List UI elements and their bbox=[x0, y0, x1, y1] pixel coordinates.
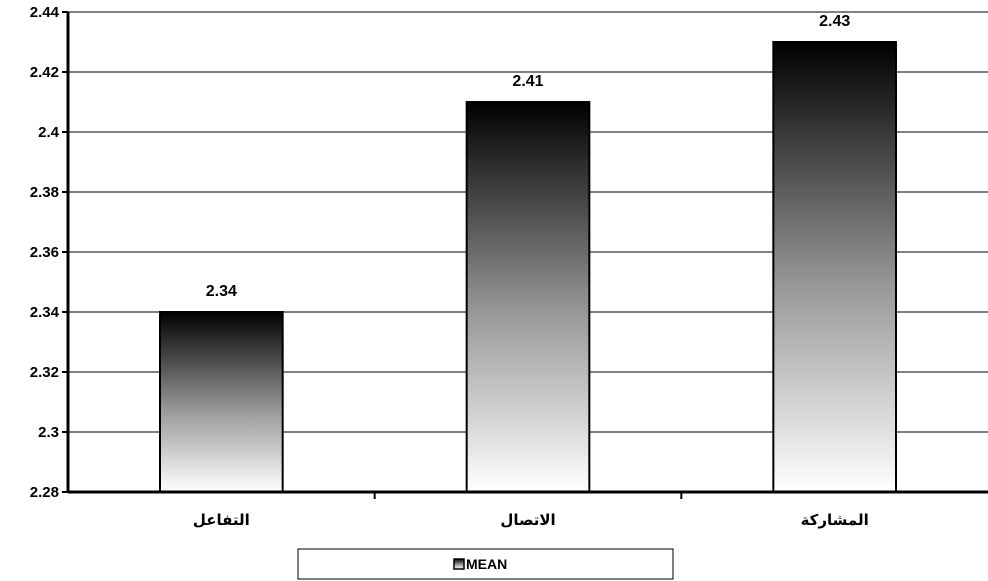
axes bbox=[62, 11, 988, 499]
data-labels: 2.34 2.41 2.43 bbox=[206, 13, 851, 300]
bars bbox=[159, 41, 897, 493]
legend-label: MEAN bbox=[466, 556, 507, 572]
y-tick-label: 2.34 bbox=[30, 304, 60, 321]
y-tick-label: 2.42 bbox=[30, 64, 59, 81]
x-category-labels: التفاعل الاتصال المشاركة bbox=[193, 512, 869, 529]
y-tick-label: 2.44 bbox=[30, 4, 60, 21]
legend-box bbox=[297, 548, 674, 580]
data-label: 2.43 bbox=[819, 13, 850, 30]
legend: MEAN bbox=[297, 548, 674, 580]
x-category-label: التفاعل bbox=[193, 512, 250, 529]
y-tick-label: 2.28 bbox=[30, 484, 59, 501]
bar bbox=[772, 41, 897, 493]
data-label: 2.41 bbox=[512, 73, 543, 90]
y-tick-label: 2.38 bbox=[30, 184, 59, 201]
x-category-label: الاتصال bbox=[500, 512, 555, 529]
y-tick-label: 2.32 bbox=[30, 364, 59, 381]
y-tick-label: 2.36 bbox=[30, 244, 59, 261]
y-tick-label: 2.4 bbox=[38, 124, 60, 141]
legend-swatch bbox=[453, 558, 465, 570]
y-tick-label: 2.3 bbox=[38, 424, 59, 441]
x-category-label: المشاركة bbox=[801, 512, 869, 529]
y-tick-labels: 2.28 2.3 2.32 2.34 2.36 2.38 2.4 2.42 2.44 bbox=[30, 4, 60, 501]
bar bbox=[465, 101, 591, 493]
bar bbox=[159, 311, 284, 493]
data-label: 2.34 bbox=[206, 283, 237, 300]
